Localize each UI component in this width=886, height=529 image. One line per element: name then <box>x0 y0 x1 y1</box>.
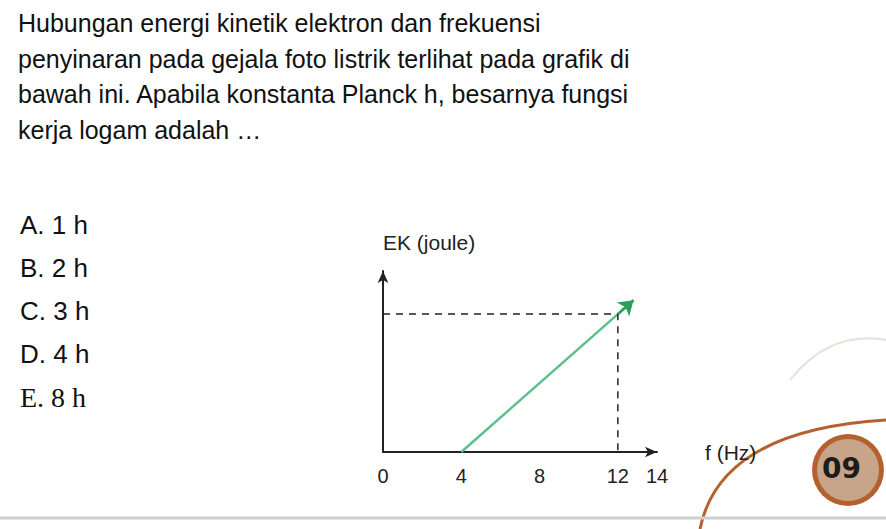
html-text:C. 3 h: C. 3 h <box>20 296 90 326</box>
html-text:penyinaran pada gejala foto li: penyinaran pada gejala foto listrik terl… <box>18 44 630 73</box>
svg-text:8: 8 <box>534 465 545 487</box>
svg-text:14: 14 <box>646 465 668 487</box>
svg-text:0: 0 <box>377 465 388 487</box>
svg-text:12: 12 <box>607 465 629 487</box>
html-text:A. 1 h: A. 1 h <box>20 210 88 240</box>
svg-text:EK (joule): EK (joule) <box>383 231 475 254</box>
html-text:09: 09 <box>822 452 861 485</box>
svg-text:f (Hz): f (Hz) <box>705 441 756 464</box>
html-text:bawah ini. Apabila konstanta P: bawah ini. Apabila konstanta Planck h, b… <box>18 80 629 108</box>
html-text:B. 2 h: B. 2 h <box>20 253 88 283</box>
html-text:kerja logam adalah …: kerja logam adalah … <box>18 115 262 144</box>
html-text:D. 4 h: D. 4 h <box>20 339 90 369</box>
html-text:E. 8 h: E. 8 h <box>20 382 87 413</box>
svg-text:4: 4 <box>456 465 467 487</box>
html-text:Hubungan energi kinetik elektr: Hubungan energi kinetik elektron dan fre… <box>18 9 541 37</box>
